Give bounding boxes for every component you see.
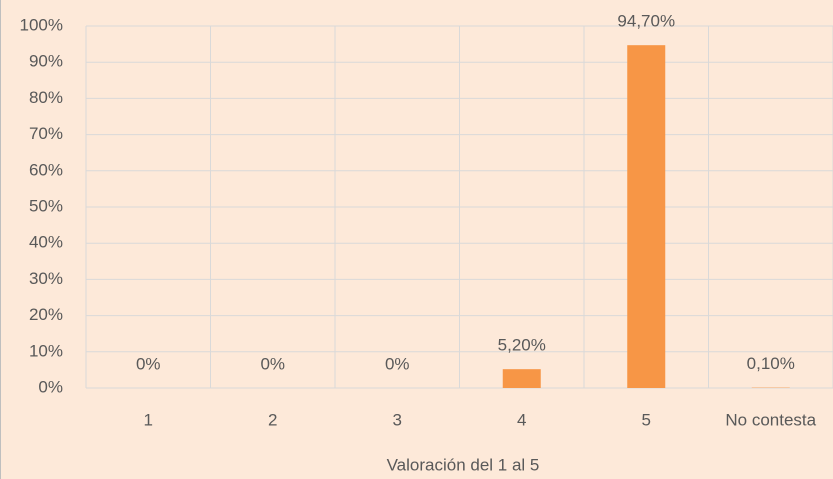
y-tick-label: 70% [29,124,63,143]
data-label: 0% [136,354,161,373]
y-tick-label: 50% [29,196,63,215]
data-label: 5,20% [498,336,546,355]
data-label: 0% [385,354,410,373]
y-tick-label: 40% [29,233,63,252]
x-axis-title: Valoración del 1 al 5 [387,455,540,474]
y-tick-label: 60% [29,160,63,179]
y-tick-label: 80% [29,88,63,107]
y-tick-label: 90% [29,52,63,71]
x-tick-label: No contesta [725,410,816,429]
x-tick-label: 3 [393,410,402,429]
x-tick-label: 4 [517,410,526,429]
bar [627,45,666,388]
y-tick-label: 0% [38,377,63,396]
data-label: 0,10% [747,354,795,373]
x-tick-label: 1 [144,410,153,429]
y-tick-label: 20% [29,305,63,324]
y-tick-label: 30% [29,269,63,288]
x-tick-label: 2 [268,410,277,429]
y-tick-label: 100% [20,15,63,34]
data-label: 94,70% [617,12,675,31]
y-tick-label: 10% [29,341,63,360]
x-tick-label: 5 [642,410,651,429]
bar [502,369,541,388]
data-label: 0% [260,354,285,373]
